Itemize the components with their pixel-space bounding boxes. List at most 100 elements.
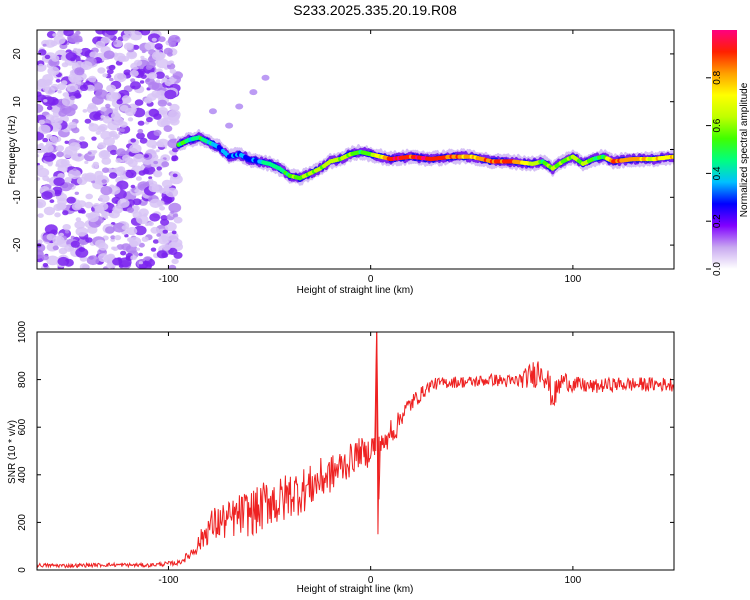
noise-blob [46,105,53,111]
noise-blob [87,151,92,155]
noise-blob [82,109,88,113]
noise-blob [118,257,132,268]
noise-blob [37,199,47,209]
noise-blob [80,61,93,70]
snr-y-label: SNR (10 * v/v) [7,420,18,484]
noise-blob [84,160,89,164]
noise-blob [100,185,113,196]
y-tick-label: 1000 [17,320,28,343]
noise-blob [151,82,163,91]
noise-blob [54,212,61,218]
noise-blob [68,121,78,129]
noise-blob [72,168,77,171]
y-tick-label: 400 [17,466,28,483]
noise-blob [148,184,160,193]
noise-blob [100,36,110,44]
noise-blob [77,153,82,157]
noise-blob [42,137,49,143]
noise-blob [163,125,173,132]
noise-blob [43,99,48,103]
noise-blob [37,103,44,113]
colorbar-tick-label: 0.6 [712,118,723,132]
noise-blob [64,140,69,144]
noise-blob [116,99,123,105]
noise-blob [121,225,128,230]
noise-blob [44,224,58,235]
noise-blob [37,201,41,206]
noise-blob [91,136,97,141]
noise-blob [47,162,53,167]
noise-blob [153,129,162,136]
noise-blob [138,261,143,265]
noise-blob [92,203,101,209]
noise-blob [123,37,129,42]
noise-blob [38,119,46,125]
noise-blob [161,187,170,194]
noise-blob [126,44,133,49]
noise-blob [141,236,149,242]
noise-blob [37,177,41,181]
noise-blob [50,115,60,123]
noise-blob [74,191,80,195]
noise-blob [102,73,108,78]
noise-blob [136,214,149,225]
noise-blob [66,83,78,92]
y-tick-label: 0 [12,146,23,152]
noise-blob [110,149,118,156]
noise-blob [97,67,106,74]
noise-blob [85,193,93,200]
noise-blob [100,115,105,119]
colorbar-tick-label: 0.2 [712,214,723,228]
noise-blob [173,216,183,224]
noise-blob [97,142,107,149]
noise-blob [86,84,95,92]
noise-blob [125,169,137,179]
y-tick-label: 200 [17,514,28,531]
noise-blob [60,159,70,166]
noise-blob [102,116,113,124]
noise-blob [164,89,177,100]
noise-blob [145,222,150,227]
noise-blob [100,106,107,112]
noise-blob [171,230,177,235]
noise-blob [129,236,142,247]
noise-blob [38,124,51,134]
noise-blob [51,55,60,62]
noise-blob [162,77,168,82]
noise-blob [62,210,69,216]
noise-blob [98,202,109,211]
noise-blob [120,159,125,163]
noise-blob [155,149,160,153]
noise-blob [150,247,157,252]
noise-blob [44,86,56,95]
noise-blob [86,255,100,266]
noise-blob [43,144,54,153]
noise-blob [148,108,160,117]
noise-blob [84,172,97,182]
snr-frame [36,331,675,571]
noise-blob [104,215,109,219]
noise-blob [159,206,166,211]
noise-blob [119,104,129,112]
noise-blob [161,161,170,168]
noise-blob [75,30,81,35]
noise-blob [66,196,76,204]
colorbar-tick-label: 0.0 [712,262,723,276]
noise-blob [146,139,157,148]
noise-blob [41,254,49,261]
noise-blob [98,194,110,203]
noise-blob [129,30,143,41]
noise-blob [154,43,163,50]
noise-blob [139,30,151,36]
noise-blob [156,166,162,171]
noise-blob [42,175,50,182]
noise-blob [78,210,83,214]
noise-blob [135,176,142,181]
noise-blob [139,137,148,144]
noise-blob [126,207,134,213]
snr-x-label: Height of straight line (km) [297,584,414,595]
noise-blob [95,30,106,35]
noise-blob [42,43,47,47]
noise-blob [249,89,258,96]
